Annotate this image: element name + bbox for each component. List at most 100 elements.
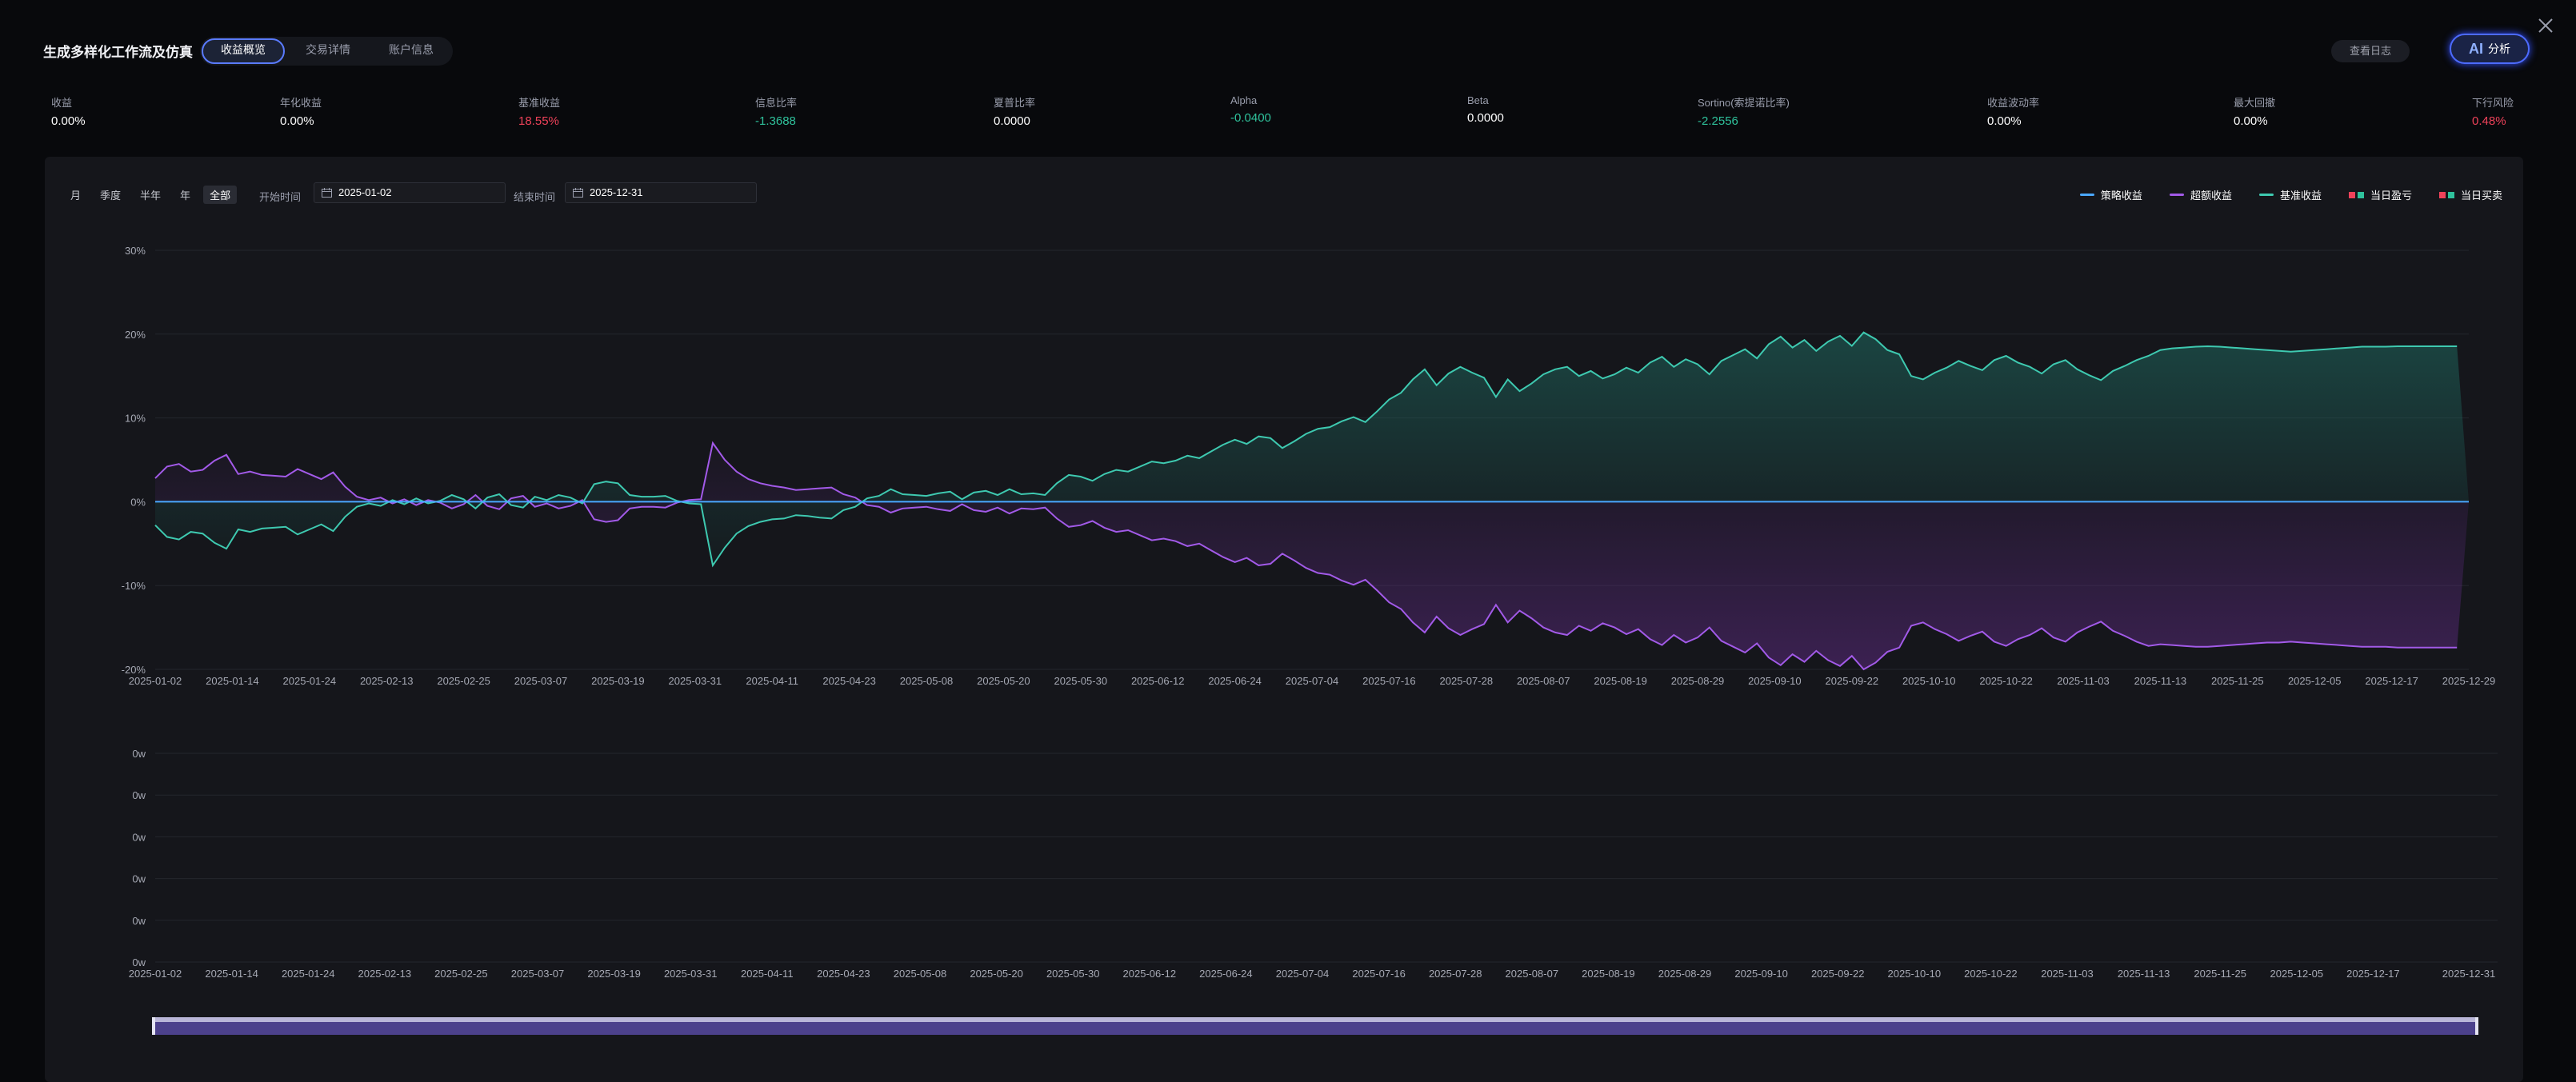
x-tick-label: 2025-08-29: [1671, 675, 1725, 687]
legend-line-icon: [2258, 194, 2274, 196]
y-tick-label: 0w: [132, 915, 146, 927]
x-tick-label: 2025-08-19: [1582, 968, 1635, 980]
page-title: 生成多样化工作流及仿真: [43, 45, 193, 60]
tab-bar: 收益概览 交易详情 账户信息: [200, 37, 453, 66]
return-chart[interactable]: 30% 20% 10% 0% -10% -20%2025-01-02 2025-01-14 2…: [122, 245, 2496, 687]
metric-value: 0.00%: [51, 114, 86, 128]
x-tick-label: 2025-11-25: [2194, 968, 2246, 980]
metric-label: Beta: [1467, 94, 1489, 106]
benchmark-area: [155, 332, 2469, 565]
x-tick-label: 2025-11-25: [2211, 675, 2264, 687]
x-tick-label: 2025-03-31: [664, 968, 718, 980]
metric-value: 0.48%: [2472, 114, 2506, 128]
legend-daily-pnl[interactable]: 当日盈亏: [2348, 187, 2412, 202]
benchmark-return-line[interactable]: [154, 331, 2458, 568]
metric-alpha: Alpha -0.0400: [1230, 94, 1271, 125]
legend-box-icon: [2438, 191, 2454, 198]
x-tick-label: 2025-12-17: [2346, 968, 2400, 980]
x-tick-label: 2025-01-02: [129, 968, 182, 980]
excess-return-line[interactable]: [154, 441, 2458, 671]
y-tick-label: -10%: [122, 580, 146, 592]
period-all[interactable]: 全部: [203, 186, 238, 204]
y-tick-label: -20%: [122, 664, 146, 676]
legend-line-icon: [2079, 194, 2094, 196]
x-tick-label: 2025-09-22: [1826, 675, 1879, 687]
x-tick-label: 2025-07-16: [1352, 968, 1406, 980]
legend-label: 策略收益: [2100, 190, 2142, 202]
tab-account-info[interactable]: 账户信息: [389, 43, 434, 56]
metric-volatility: 收益波动率 0.00%: [1987, 94, 2039, 128]
metric-value: 0.0000: [1467, 111, 1504, 125]
slider-top-bar[interactable]: [154, 1017, 2477, 1022]
tab-trade-details[interactable]: 交易详情: [306, 43, 350, 56]
x-tick-label: 2025-06-24: [1208, 675, 1262, 687]
metric-value: 0.00%: [1987, 114, 2022, 128]
x-tick-label: 2025-11-13: [2134, 675, 2187, 687]
metric-label: Sortino(索提诺比率): [1698, 97, 1790, 109]
x-tick-label: 2025-11-03: [2057, 675, 2110, 687]
tab-overview[interactable]: 收益概览: [202, 38, 285, 64]
x-tick-label: 2025-10-22: [1964, 968, 2018, 980]
zoom-slider[interactable]: [152, 1017, 2478, 1035]
x-tick-label: 2025-05-20: [970, 968, 1023, 980]
legend-strategy[interactable]: 策略收益: [2079, 187, 2142, 202]
legend-box-icon: [2348, 191, 2364, 198]
chart-legend: 策略收益 超额收益 基准收益 当日盈亏 当日买卖: [2079, 187, 2502, 202]
view-log-button[interactable]: 查看日志: [2331, 40, 2410, 62]
x-tick-label: 2025-03-31: [669, 675, 722, 687]
legend-benchmark[interactable]: 基准收益: [2258, 187, 2322, 202]
x-tick-label: 2025-02-25: [434, 968, 488, 980]
x-tick-label: 2025-01-24: [283, 675, 337, 687]
x-tick-label: 2025-07-04: [1276, 968, 1330, 980]
metric-label: 最大回撤: [2234, 97, 2276, 109]
x-tick-label: 2025-11-03: [2041, 968, 2094, 980]
end-date-input[interactable]: 2025-12-31: [565, 182, 757, 203]
legend-excess[interactable]: 超额收益: [2169, 187, 2232, 202]
period-selector: 月 季度 半年 年 全部: [64, 186, 238, 204]
x-tick-label: 2025-09-10: [1748, 675, 1802, 687]
x-tick-label: 2025-01-02: [129, 675, 182, 687]
x-tick-label: 2025-03-07: [514, 675, 568, 687]
metric-return: 收益 0.00%: [51, 94, 86, 128]
metric-benchmark-return: 基准收益 18.55%: [518, 94, 560, 128]
x-tick-label: 2025-06-12: [1123, 968, 1177, 980]
x-tick-label: 2025-05-30: [1054, 675, 1108, 687]
start-date-value: 2025-01-02: [338, 186, 392, 198]
metric-annual-return: 年化收益 0.00%: [280, 94, 322, 128]
metric-max-drawdown: 最大回撤 0.00%: [2234, 94, 2275, 128]
metric-sharpe-ratio: 夏普比率 0.0000: [994, 94, 1035, 128]
start-date-input[interactable]: 2025-01-02: [314, 182, 506, 203]
period-month[interactable]: 月: [70, 190, 82, 202]
x-tick-label: 2025-01-14: [205, 968, 258, 980]
period-year[interactable]: 年: [180, 190, 191, 202]
metrics-bar: 收益 0.00% 年化收益 0.00% 基准收益 18.55% 信息比率 -1.…: [0, 94, 2576, 134]
x-tick-label: 2025-08-19: [1594, 675, 1647, 687]
close-icon[interactable]: [2536, 16, 2555, 35]
legend-daily-trades[interactable]: 当日买卖: [2438, 187, 2502, 202]
x-tick-label: 2025-08-07: [1517, 675, 1570, 687]
x-tick-label: 2025-04-11: [746, 675, 798, 687]
x-tick-label: 2025-03-19: [587, 968, 641, 980]
period-half-year[interactable]: 半年: [140, 190, 162, 202]
x-tick-label: 2025-05-20: [977, 675, 1030, 687]
slider-handle-left[interactable]: [152, 1017, 155, 1035]
period-quarter[interactable]: 季度: [100, 190, 122, 202]
y-tick-label: 0w: [132, 956, 146, 968]
slider-handle-right[interactable]: [2475, 1017, 2478, 1035]
ai-analysis-button[interactable]: AI 分析: [2450, 34, 2530, 64]
metric-information-ratio: 信息比率 -1.3688: [755, 94, 797, 128]
x-tick-label: 2025-03-19: [591, 675, 645, 687]
x-tick-label: 2025-09-22: [1811, 968, 1865, 980]
x-tick-label: 2025-11-13: [2118, 968, 2170, 980]
calendar-icon: [573, 188, 583, 198]
legend-label: 超额收益: [2190, 190, 2232, 202]
legend-label: 当日买卖: [2460, 190, 2502, 202]
x-tick-label: 2025-02-13: [358, 968, 412, 980]
end-date-label: 结束时间: [514, 191, 556, 203]
metric-value: 18.55%: [518, 114, 559, 128]
x-tick-label: 2025-12-29: [2442, 675, 2496, 687]
y-tick-label: 10%: [125, 413, 146, 425]
x-tick-label: 2025-08-07: [1506, 968, 1559, 980]
